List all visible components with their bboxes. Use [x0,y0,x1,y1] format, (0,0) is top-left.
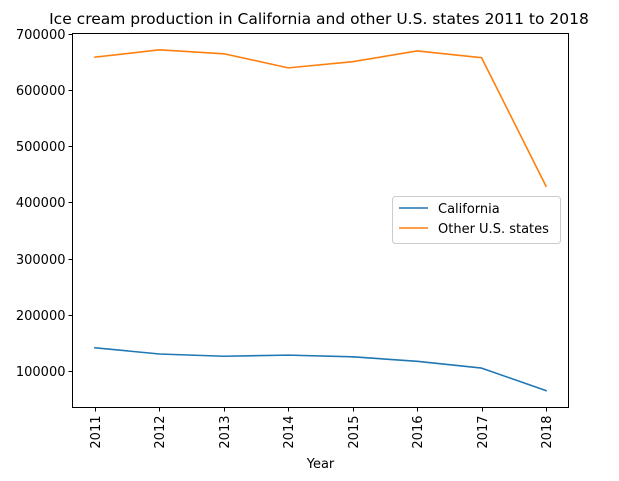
data-point-other-u-s-states [158,49,161,51]
legend-box [392,196,561,244]
data-point-california [223,355,225,357]
data-point-other-u-s-states [545,185,547,187]
legend: California Other U.S. states [392,196,561,244]
data-point-california [158,353,161,355]
y-tick-label: 200000 [16,309,66,324]
x-tick-label: 2014 [282,416,297,449]
series-line-other-u-s-states [94,49,548,188]
x-axis: 2011 2012 2013 2014 2015 2016 2017 2018 [89,407,555,449]
x-tick-label: 2013 [218,416,233,449]
data-point-other-u-s-states [416,50,418,52]
x-tick-label: 2012 [153,416,168,449]
data-point-other-u-s-states [352,61,354,63]
y-tick-label: 400000 [16,196,66,211]
y-tick-label: 100000 [16,365,66,380]
x-tick-label: 2011 [89,416,104,449]
chart-title: Ice cream production in California and o… [49,10,589,28]
x-tick-label: 2018 [540,416,555,449]
data-point-california [287,354,289,356]
y-tick-label: 700000 [16,28,66,43]
data-point-other-u-s-states [480,57,483,59]
x-axis-label: Year [306,457,335,472]
data-point-other-u-s-states [223,53,225,55]
series-line-california [94,346,548,392]
x-tick-label: 2015 [347,416,362,449]
data-point-california [416,360,418,362]
plot-area-frame [72,33,569,408]
data-point-other-u-s-states [94,56,96,58]
data-point-california [545,390,547,392]
data-point-other-u-s-states [287,67,289,69]
y-tick-label: 600000 [16,84,66,99]
y-tick-label: 500000 [16,140,66,155]
data-point-california [480,367,483,369]
x-tick-label: 2017 [476,416,491,449]
x-tick-label: 2016 [411,416,426,449]
data-point-california [94,347,96,349]
y-tick-label: 300000 [16,253,66,268]
y-axis: 100000 200000 300000 400000 500000 600000 7000… [16,28,73,380]
legend-label-other-states: Other U.S. states [438,222,549,237]
legend-label-california: California [438,202,500,217]
series-layer [94,49,548,392]
data-point-california [352,356,354,358]
